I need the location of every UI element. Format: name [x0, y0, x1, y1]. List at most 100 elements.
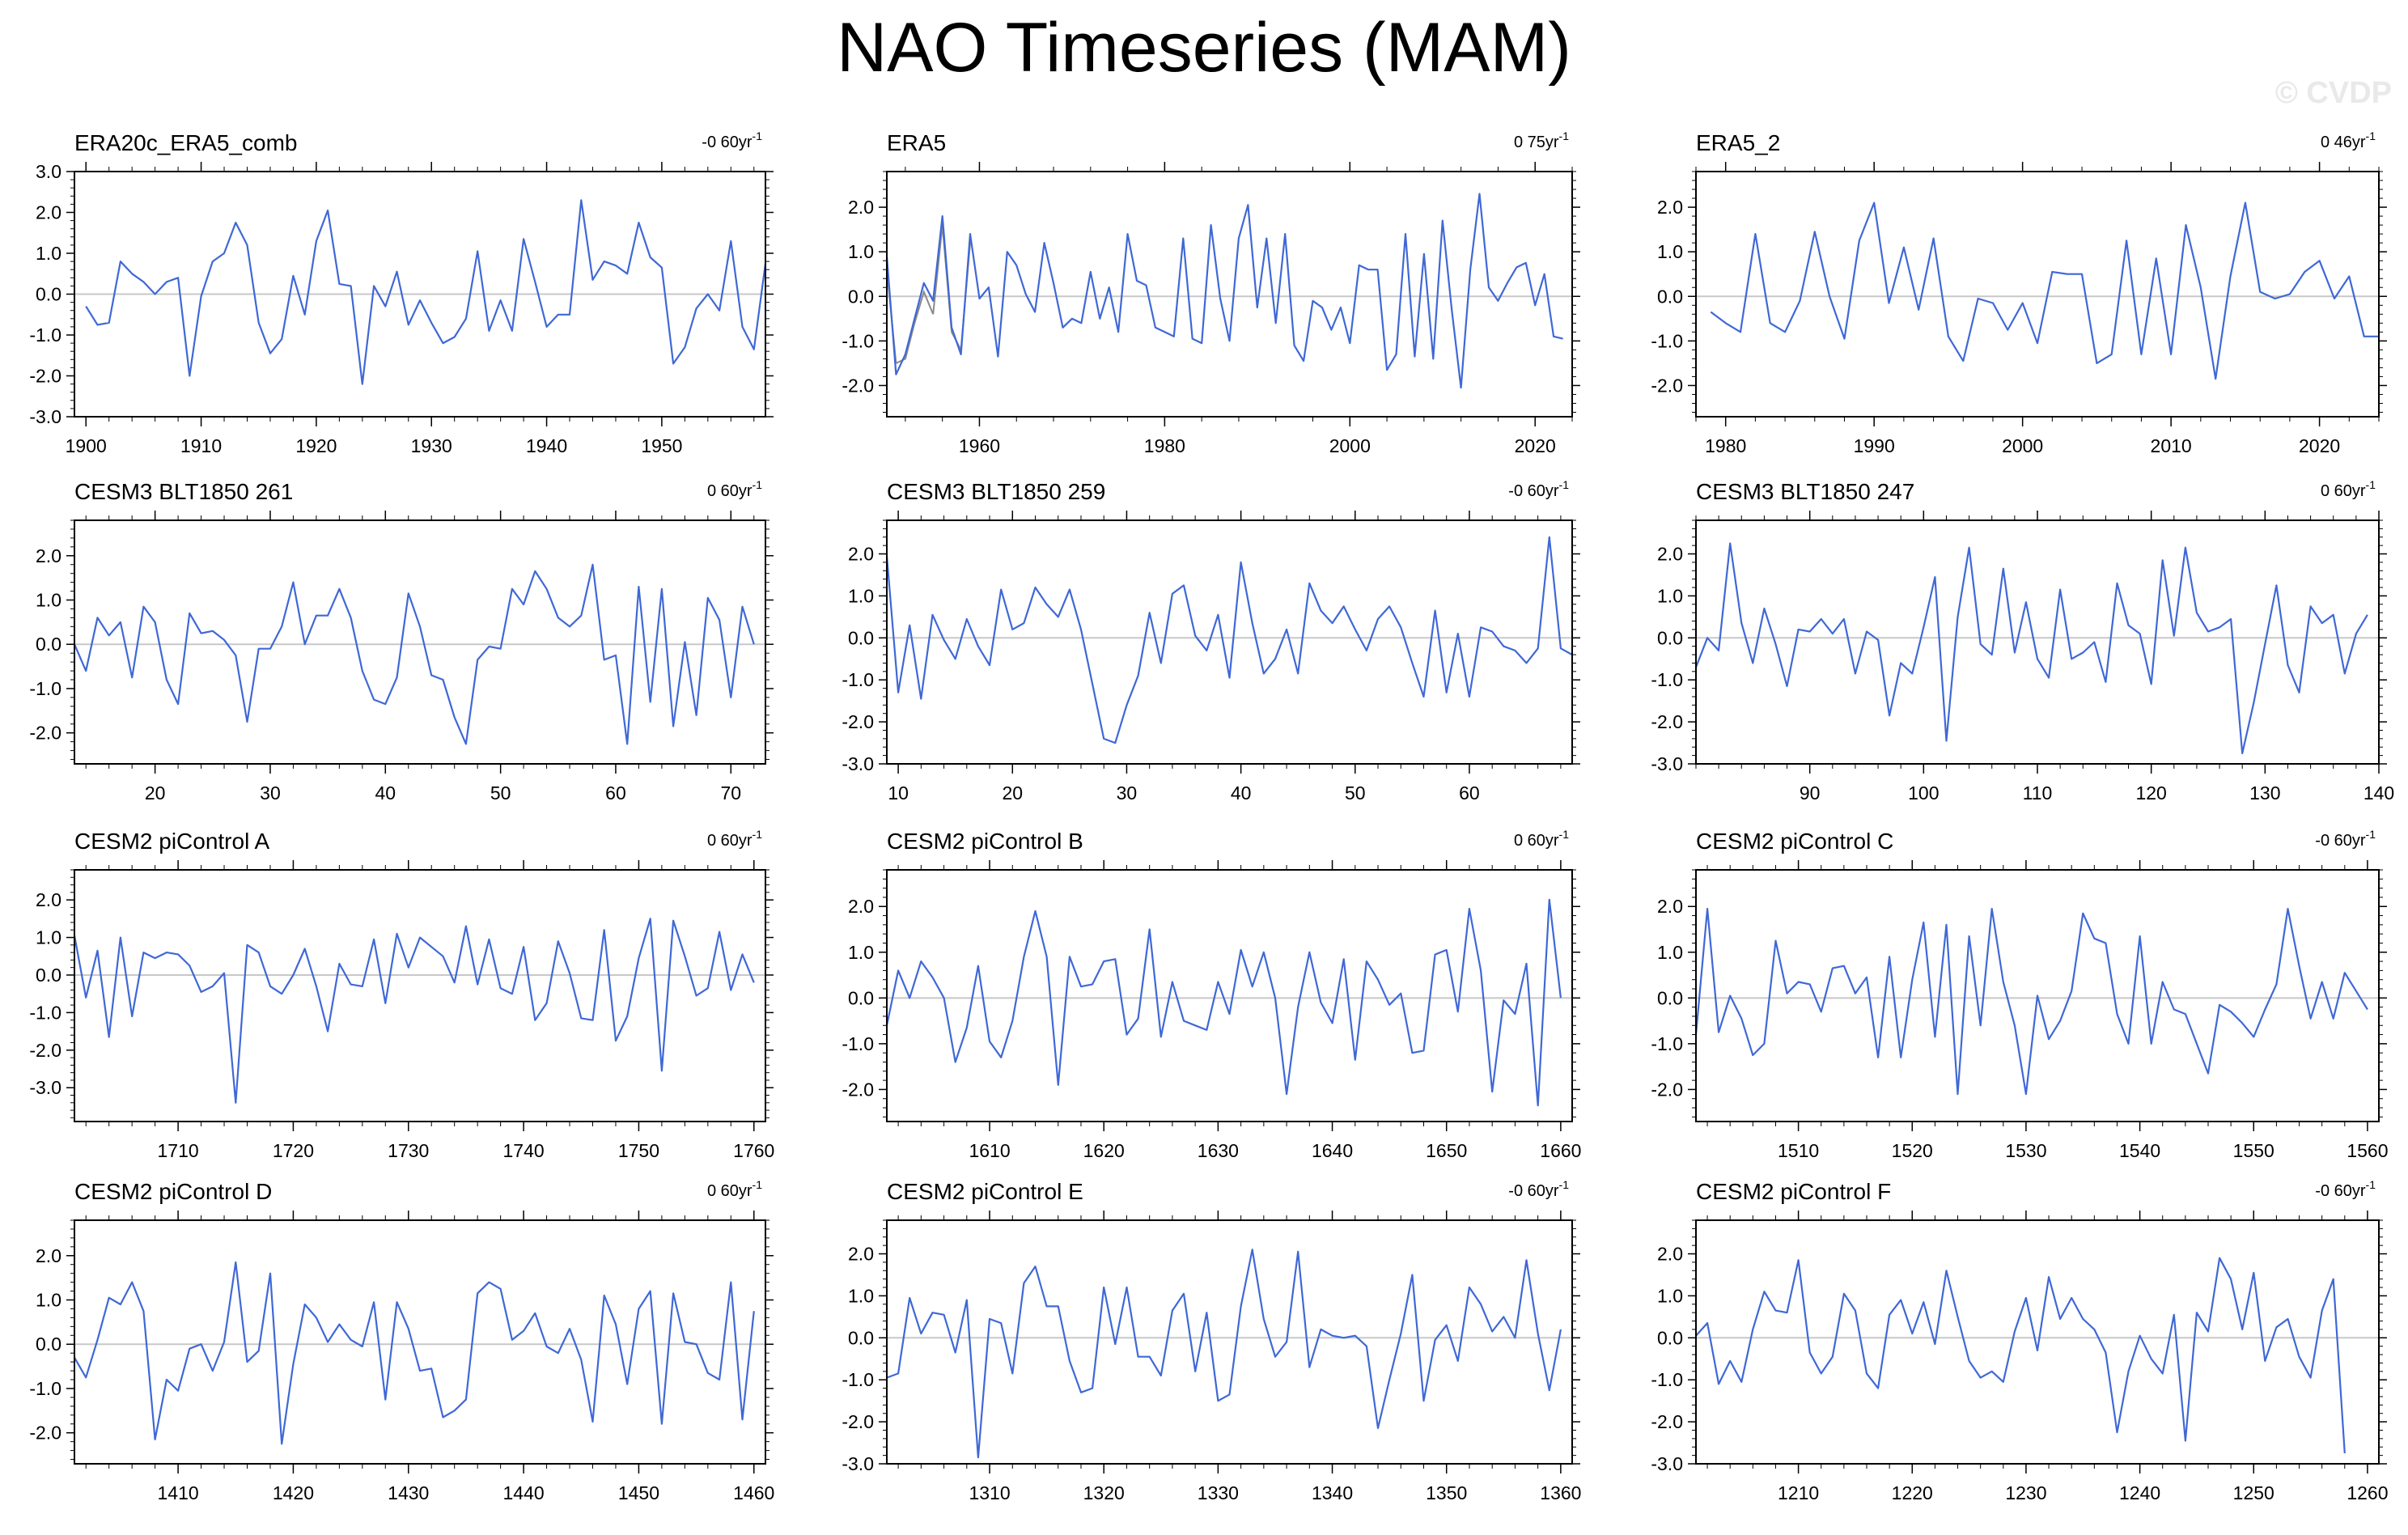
y-tick-label: -3.0: [1651, 1453, 1683, 1474]
plot-frame: [1695, 869, 2380, 1122]
y-tick-label: 2.0: [848, 544, 874, 565]
x-tick-label: 1430: [388, 1482, 429, 1503]
series-line: [73, 918, 755, 1104]
x-tick-label: 2000: [1329, 435, 1371, 456]
panel-9: CESM2 piControl D 0 60yr-1 -2.0 -1.0 0.0 1.0 2…: [29, 1178, 774, 1503]
y-tick-label: 0.0: [36, 284, 61, 305]
panel-11: CESM2 piControl F -0 60yr-1 -3.0 -2.0 -1.0 0.…: [1651, 1178, 2388, 1503]
y-tick-label: -2.0: [842, 711, 874, 732]
panel-3: CESM3 BLT1850 261 0 60yr-1 -2.0 -1.0 0.0 1.0 2…: [29, 478, 774, 804]
panel-title: ERA20c_ERA5_comb: [74, 130, 297, 155]
y-tick-label: 0.0: [1657, 286, 1683, 307]
panel-title: CESM3 BLT1850 247: [1696, 479, 1914, 504]
panel-trend: 0 75yr-1: [1514, 129, 1569, 151]
x-tick-label: 1660: [1540, 1140, 1581, 1161]
x-tick-label: 50: [490, 782, 511, 804]
x-tick-label: 2000: [2002, 435, 2043, 456]
x-tick-label: 140: [2363, 782, 2394, 804]
panel-6: CESM2 piControl A 0 60yr-1 -3.0 -2.0 -1.0 0.0…: [29, 828, 774, 1161]
x-tick-label: 1980: [1144, 435, 1185, 456]
x-tick-label: 10: [888, 782, 909, 804]
x-tick-label: 2020: [1515, 435, 1556, 456]
plot-frame: [1695, 171, 2380, 418]
y-tick-label: -1.0: [842, 1033, 874, 1054]
x-tick-label: 1750: [618, 1140, 659, 1161]
y-tick-label: -1.0: [29, 1378, 61, 1399]
x-tick-label: 20: [145, 782, 166, 804]
y-tick-label: 1.0: [36, 1290, 61, 1311]
x-tick-label: 1740: [503, 1140, 545, 1161]
y-tick-label: -2.0: [842, 1079, 874, 1100]
series-line: [885, 536, 1573, 744]
x-tick-label: 1210: [1778, 1482, 1819, 1503]
panel-title: ERA5_2: [1696, 130, 1780, 155]
x-tick-label: 1730: [388, 1140, 429, 1161]
y-tick-label: -3.0: [842, 1453, 874, 1474]
y-tick-label: -3.0: [29, 1077, 61, 1098]
plot-frame: [886, 869, 1573, 1122]
x-tick-label: 1420: [273, 1482, 314, 1503]
panel-1: ERA5 0 75yr-1 -2.0 -1.0 0.0 1.0 2.0 1960 1980 200…: [842, 129, 1580, 456]
y-tick-label: 1.0: [848, 1285, 874, 1306]
plot-frame: [1695, 519, 2380, 765]
x-tick-label: 1510: [1778, 1140, 1819, 1161]
x-tick-label: 1710: [158, 1140, 199, 1161]
x-tick-label: 1520: [1892, 1140, 1933, 1161]
panel-title: CESM2 piControl F: [1696, 1179, 1891, 1204]
x-tick-label: 1940: [526, 435, 567, 456]
x-tick-label: 1530: [2005, 1140, 2046, 1161]
x-tick-label: 70: [721, 782, 742, 804]
x-tick-label: 1980: [1705, 435, 1746, 456]
panel-title: CESM3 BLT1850 261: [74, 479, 293, 504]
series-line: [885, 898, 1562, 1107]
panel-title: CESM3 BLT1850 259: [887, 479, 1105, 504]
y-tick-label: -1.0: [1651, 1369, 1683, 1390]
y-tick-label: 2.0: [1657, 197, 1683, 218]
x-tick-label: 1720: [273, 1140, 314, 1161]
x-tick-label: 1930: [411, 435, 452, 456]
x-tick-label: 30: [1117, 782, 1138, 804]
y-tick-label: 2.0: [1657, 544, 1683, 565]
y-tick-label: 0.0: [36, 1334, 61, 1355]
y-tick-label: 2.0: [848, 197, 874, 218]
panel-trend: 0 60yr-1: [707, 1178, 762, 1200]
x-tick-label: 1360: [1540, 1482, 1581, 1503]
figure-title: NAO Timeseries (MAM): [837, 9, 1571, 87]
y-tick-label: 2.0: [36, 545, 61, 566]
y-tick-label: 0.0: [1657, 627, 1683, 648]
y-tick-label: -2.0: [29, 723, 61, 744]
panel-trend: -0 60yr-1: [2315, 828, 2376, 850]
x-tick-label: 1990: [1854, 435, 1895, 456]
y-tick-label: 1.0: [1657, 942, 1683, 963]
x-tick-label: 40: [1231, 782, 1252, 804]
x-tick-label: 1350: [1426, 1482, 1467, 1503]
cvdp-watermark: © CVDP: [2274, 76, 2392, 110]
y-tick-label: 0.0: [848, 627, 874, 648]
x-tick-label: 2010: [2151, 435, 2192, 456]
panel-4: CESM3 BLT1850 259 -0 60yr-1 -3.0 -2.0 -1.0 0.…: [842, 478, 1580, 804]
y-tick-label: 1.0: [1657, 1285, 1683, 1306]
panel-trend: 0 60yr-1: [1514, 828, 1569, 850]
x-tick-label: 1320: [1083, 1482, 1125, 1503]
plot-frame: [74, 1219, 766, 1465]
y-tick-label: -3.0: [1651, 753, 1683, 774]
y-tick-label: 2.0: [36, 202, 61, 223]
panel-title: ERA5: [887, 130, 946, 155]
series-line: [1695, 1257, 2346, 1454]
y-tick-label: -2.0: [29, 366, 61, 387]
series-line: [1694, 542, 2368, 755]
x-tick-label: 1550: [2233, 1140, 2274, 1161]
x-tick-label: 1410: [158, 1482, 199, 1503]
y-tick-label: 2.0: [848, 896, 874, 917]
panel-trend: -0 60yr-1: [702, 129, 762, 151]
panel-trend: -0 60yr-1: [2315, 1178, 2376, 1200]
y-tick-label: -3.0: [29, 406, 61, 427]
panel-2: ERA5_2 0 46yr-1 -2.0 -1.0 0.0 1.0 2.0 1980 1990 2…: [1651, 129, 2387, 456]
x-tick-label: 1310: [969, 1482, 1010, 1503]
y-tick-label: -2.0: [1651, 375, 1683, 396]
plot-frame: [886, 171, 1573, 418]
x-tick-label: 1920: [295, 435, 337, 456]
plot-frame: [886, 519, 1573, 765]
y-tick-label: -2.0: [29, 1423, 61, 1444]
